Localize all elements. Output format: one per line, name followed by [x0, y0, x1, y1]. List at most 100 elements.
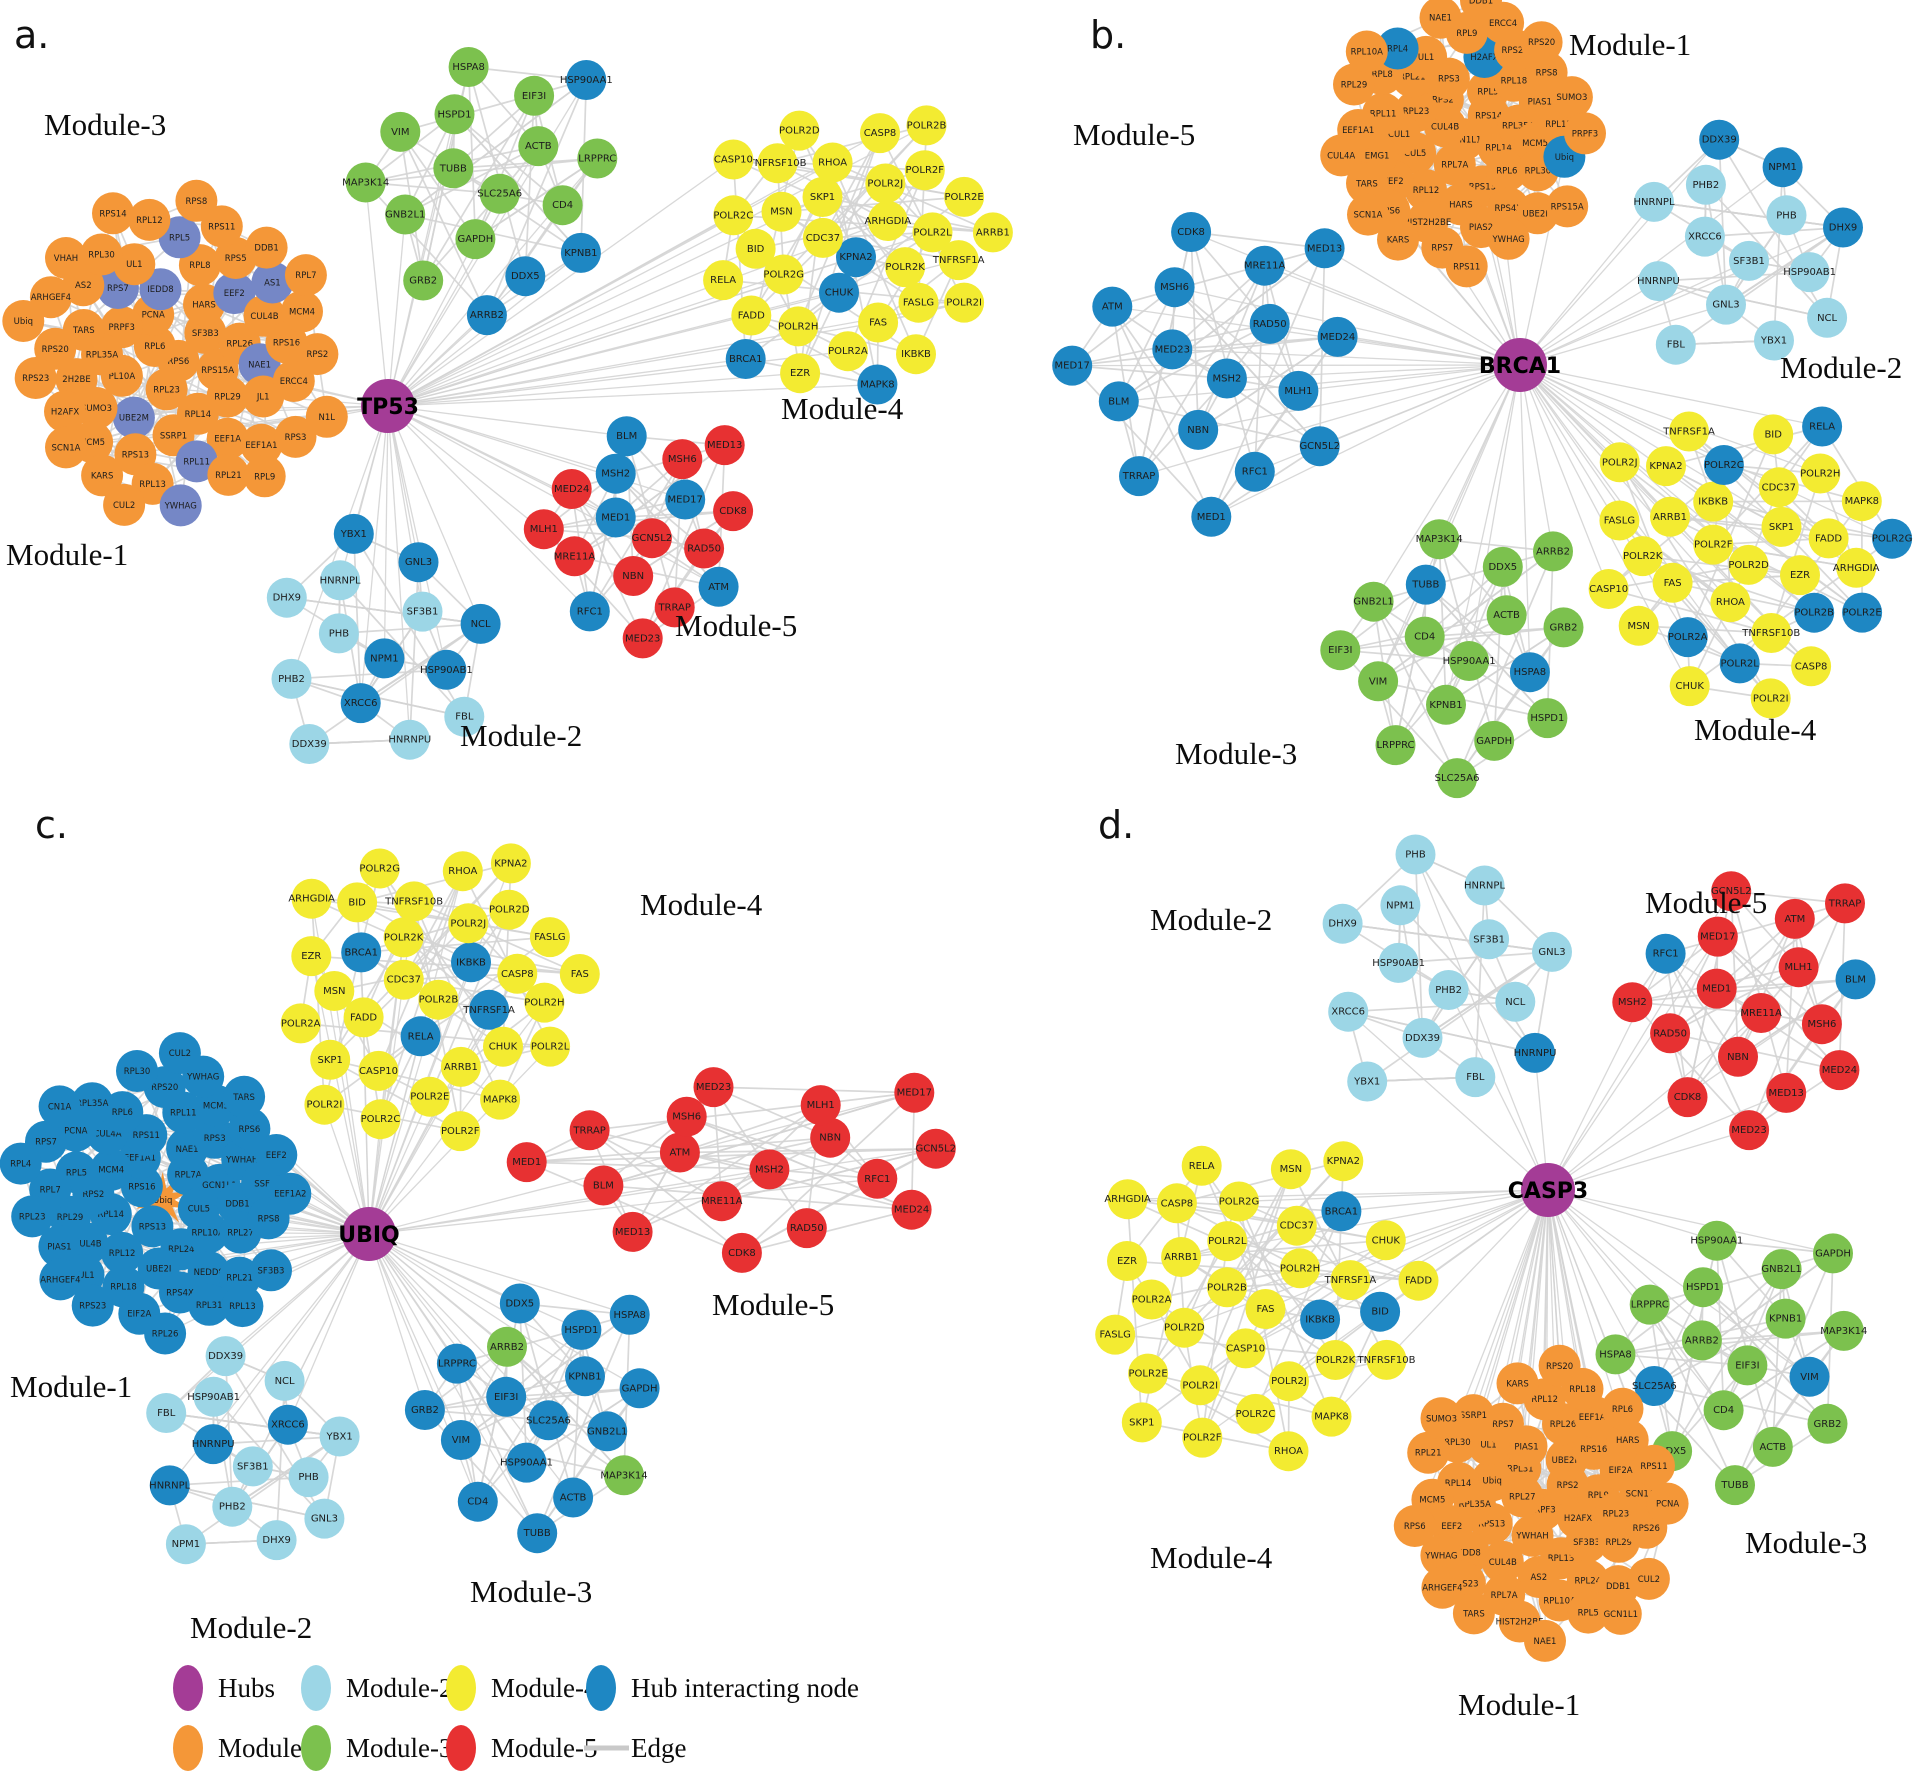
legend-label: Hubs [218, 1673, 275, 1703]
gene-node [200, 205, 243, 248]
gene-node-label: UBE2I [146, 1265, 171, 1275]
gene-node-label: DDB1 [1469, 0, 1493, 7]
gene-node [898, 282, 939, 323]
gene-node-label: VHAH [54, 254, 78, 264]
gene-node-label: PIAS2 [1469, 223, 1493, 233]
gene-node [359, 848, 400, 889]
gene-node [1181, 1145, 1222, 1186]
gene-node [71, 1284, 114, 1327]
gene-node [1565, 1520, 1608, 1563]
gene-node [448, 903, 489, 944]
gene-node [693, 1067, 734, 1108]
gene-node [1207, 1221, 1248, 1262]
gene-node [505, 256, 546, 297]
gene-node-label: HSP90AB1 [420, 665, 473, 676]
gene-node-label: RPS23 [22, 374, 49, 384]
gene-node [1710, 582, 1751, 623]
gene-node-label: ERCC4 [1489, 19, 1517, 29]
gene-node-label: HSPA8 [1599, 1349, 1631, 1360]
gene-node-label: RPS13 [139, 1222, 166, 1232]
gene-node-label: ARRB1 [1164, 1252, 1198, 1263]
gene-node-label: MSN [770, 207, 792, 218]
gene-node [385, 194, 426, 235]
gene-node [206, 375, 249, 418]
gene-node-label: RPL7A [175, 1171, 202, 1181]
gene-node [1706, 284, 1746, 325]
gene-node [612, 1211, 653, 1252]
module-label-d-m2: Module-2 [1150, 902, 1272, 937]
gene-node-label: Ubiq [153, 1196, 172, 1206]
gene-node-label: ARRB2 [490, 1342, 524, 1353]
gene-node-label: HNRNPL [149, 1480, 190, 1491]
gene-node-label: POLR2I [946, 298, 982, 309]
gene-node [380, 111, 421, 152]
gene-node-label: MRE11A [701, 1196, 743, 1207]
gene-node-label: RPL26 [226, 340, 253, 350]
gene-node-label: RPL7A [1441, 161, 1468, 171]
gene-node-label: POLR2D [489, 905, 530, 916]
legend-swatch-module-4 [446, 1665, 476, 1711]
gene-node-label: MCM4 [289, 308, 315, 318]
gene-node-label: RPL23 [153, 385, 180, 395]
gene-node-label: ARHGDIA [288, 894, 335, 905]
gene-node-label: FAS [869, 318, 887, 329]
gene-node [559, 954, 600, 994]
gene-node-label: RPL6 [1612, 1405, 1633, 1415]
gene-node [1128, 1353, 1169, 1394]
module-label-a-m3: Module-3 [44, 107, 166, 142]
gene-node [1766, 195, 1807, 236]
gene-node-label: ARRB1 [1653, 512, 1687, 523]
gene-node-label: KPNB1 [564, 248, 597, 259]
gene-node [434, 94, 475, 135]
gene-node [703, 260, 744, 301]
gene-node-label: TNFRSF1A [462, 1005, 515, 1016]
gene-node [1328, 991, 1369, 1032]
gene-node-label: TRRAP [572, 1125, 605, 1136]
edge [1702, 1286, 1811, 1378]
gene-node [289, 724, 330, 764]
edge [1614, 1353, 1736, 1486]
gene-node-label: GNB2L1 [385, 210, 425, 221]
gene-node [560, 232, 601, 273]
edge [1372, 601, 1458, 779]
edge [467, 66, 477, 240]
gene-node-label: MCM5 [1522, 139, 1548, 149]
gene-node-label: POLR2L [1208, 1236, 1247, 1247]
gene-node [402, 591, 443, 632]
gene-node-label: RPL35A [1502, 122, 1535, 132]
gene-node-label: ARHGDIA [1104, 1194, 1151, 1205]
gene-node-label: CASP10 [1226, 1343, 1265, 1354]
gene-node-label: MAPK8 [1314, 1412, 1348, 1423]
gene-node-label: MLH1 [530, 524, 558, 535]
gene-node [128, 198, 171, 241]
edge [1183, 1160, 1344, 1329]
gene-node [1669, 666, 1710, 707]
gene-node [1823, 207, 1863, 248]
edge [1111, 306, 1199, 431]
gene-node-label: RPL14 [98, 1210, 125, 1220]
gene-node-label: POLR2C [1236, 1409, 1276, 1420]
gene-node-label: CUL5 [1404, 149, 1426, 159]
gene-node-label: RPS11 [1640, 1462, 1667, 1472]
module-label-d-m5: Module-5 [1645, 885, 1767, 920]
legend-swatch-module-3 [301, 1725, 331, 1771]
edge [1173, 286, 1321, 447]
gene-node-label: FBL [455, 712, 474, 723]
gene-node [1119, 456, 1159, 497]
gene-node-label: EEF1A1 [1342, 126, 1374, 136]
gene-node-label: RPS26 [1633, 1524, 1660, 1534]
gene-node [112, 396, 155, 439]
gene-node-label: HSP90AA1 [560, 75, 613, 86]
gene-node [1131, 1279, 1172, 1320]
gene-node [1455, 1057, 1496, 1098]
gene-node-label: RHOA [1716, 597, 1745, 608]
edge [1147, 1372, 1289, 1452]
gene-node-label: RPS7 [1492, 1420, 1514, 1430]
edge [1771, 1269, 1783, 1447]
gene-node-label: ARRB1 [976, 227, 1010, 238]
gene-node-label: DDX5 [1658, 1446, 1687, 1457]
gene-node-label: POLR2F [1183, 1433, 1222, 1444]
gene-node [1360, 1291, 1401, 1332]
gene-node [81, 454, 124, 497]
edge [365, 182, 389, 407]
